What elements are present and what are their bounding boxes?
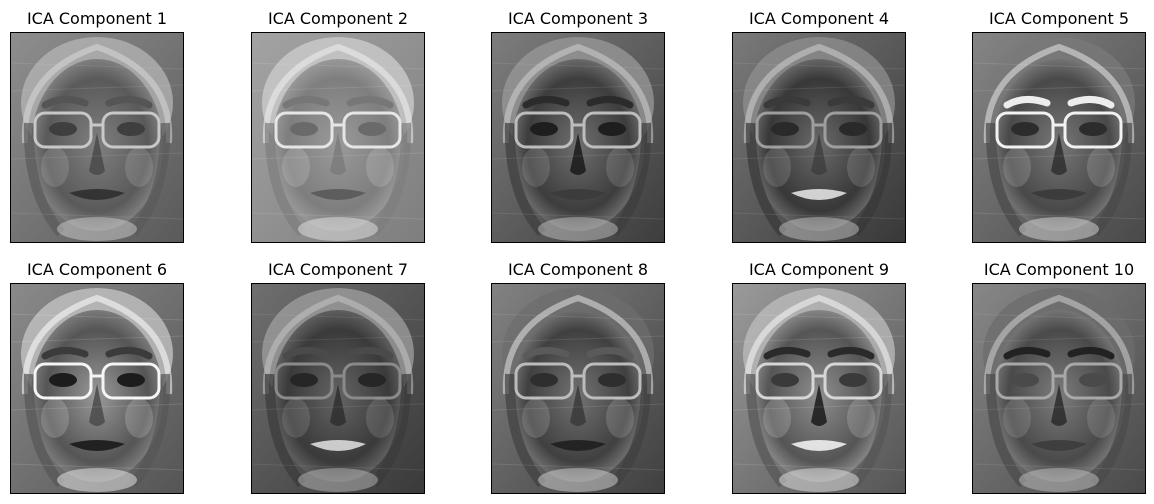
face-component-7 (251, 283, 425, 494)
face-image-svg (973, 33, 1145, 242)
face-image-svg (973, 284, 1145, 493)
face-image-svg (11, 284, 183, 493)
face-image-svg (492, 284, 664, 493)
panel-title: ICA Component 3 (507, 9, 649, 28)
face-image-svg (733, 284, 905, 493)
face-component-8 (491, 283, 665, 494)
panel-title: ICA Component 7 (267, 260, 409, 279)
face-component-10 (972, 283, 1146, 494)
panel-title: ICA Component 8 (507, 260, 649, 279)
panel-title: ICA Component 10 (983, 260, 1135, 279)
face-component-3 (491, 32, 665, 243)
face-component-9 (732, 283, 906, 494)
panel-title: ICA Component 5 (988, 9, 1130, 28)
panel-title: ICA Component 2 (267, 9, 409, 28)
face-component-4 (732, 32, 906, 243)
face-component-1 (10, 32, 184, 243)
face-image-svg (492, 33, 664, 242)
panel-title: ICA Component 4 (748, 9, 890, 28)
face-component-2 (251, 32, 425, 243)
face-component-5 (972, 32, 1146, 243)
panel-title: ICA Component 9 (748, 260, 890, 279)
face-image-svg (252, 284, 424, 493)
face-image-svg (11, 33, 183, 242)
face-image-svg (252, 33, 424, 242)
panel-title: ICA Component 6 (26, 260, 168, 279)
panel-title: ICA Component 1 (26, 9, 168, 28)
face-component-6 (10, 283, 184, 494)
face-image-svg (733, 33, 905, 242)
